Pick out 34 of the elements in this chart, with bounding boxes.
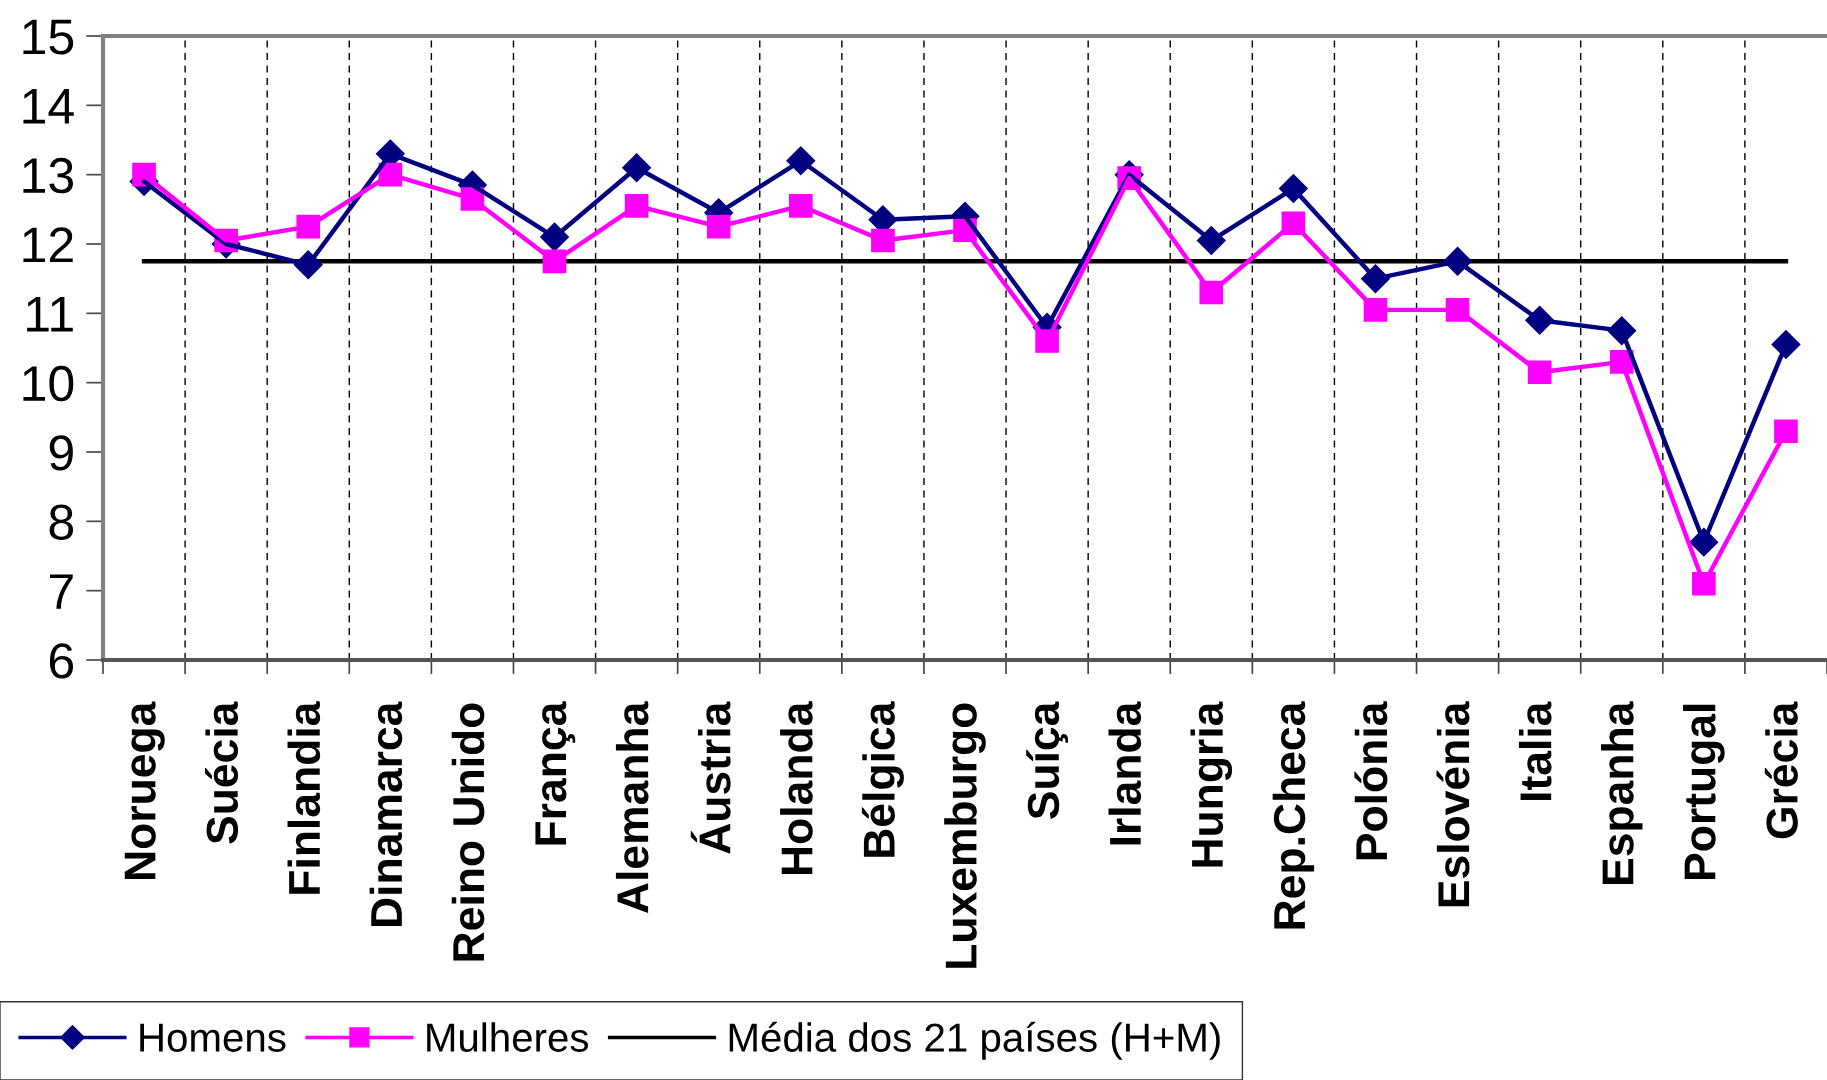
y-tick-label: 12 (23, 227, 73, 263)
legend-label: Homens (140, 1023, 286, 1052)
x-tick-label: Holanda (780, 701, 813, 875)
x-tick-label: Polónia (1354, 701, 1388, 860)
x-tick-label: Rep.Checa (1272, 701, 1315, 929)
y-tick-label: 7 (49, 574, 73, 609)
y-tick-label: 15 (23, 19, 74, 55)
x-tick-label: Suécia (205, 701, 239, 844)
y-tick-label: 14 (23, 89, 74, 124)
x-tick-label: Espanha (1601, 701, 1643, 884)
y-tick-label: 11 (27, 297, 73, 332)
x-tick-label: Reino Unido (451, 703, 485, 961)
x-tick-label: Suíça (1026, 701, 1069, 819)
x-tick-label: Bélgica (861, 701, 904, 857)
legend-label: Mulheres (427, 1022, 589, 1052)
y-tick-label: 13 (23, 157, 74, 194)
y-tick-label: 8 (49, 504, 74, 540)
x-tick-label: Luxemburgo (944, 703, 986, 968)
x-tick-label: Eslovénia (1436, 701, 1470, 907)
legend-label: Média dos 21 países (H+M) (729, 1021, 1220, 1060)
x-tick-label: Dinamarca (369, 701, 403, 926)
x-tick-label: Grécia (1764, 701, 1798, 839)
y-tick-label: 6 (49, 643, 74, 679)
x-tick-label: Hungria (1190, 701, 1233, 867)
x-tick-label: Portugal (1683, 704, 1725, 879)
x-tick-label: Noruega (124, 701, 165, 879)
y-tick-label: 9 (49, 435, 73, 471)
x-tick-label: Italia (1518, 701, 1552, 800)
y-tick-label: 10 (23, 365, 74, 402)
x-tick-label: Áustria (690, 701, 731, 854)
x-tick-label: Finlandia (287, 701, 321, 894)
x-tick-label: Irlanda (1108, 701, 1142, 845)
x-tick-label: Alemanha (615, 701, 649, 913)
x-tick-label: França (535, 701, 576, 845)
